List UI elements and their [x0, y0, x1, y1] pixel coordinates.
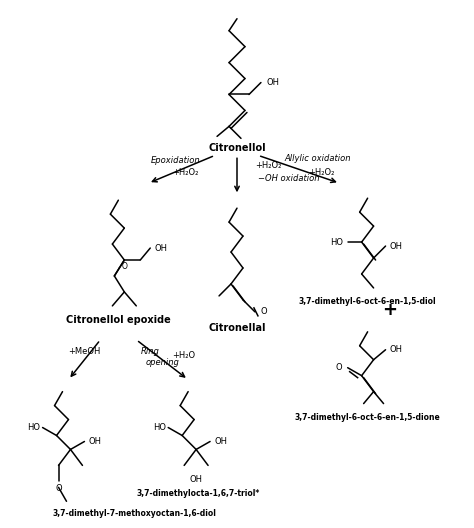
- Text: 3,7-dimethyl-6-oct-6-en-1,5-diol: 3,7-dimethyl-6-oct-6-en-1,5-diol: [299, 297, 437, 306]
- Text: O: O: [55, 484, 62, 493]
- Text: 3,7-dimethyl-6-oct-6-en-1,5-dione: 3,7-dimethyl-6-oct-6-en-1,5-dione: [295, 413, 440, 422]
- Text: −OH oxidation: −OH oxidation: [258, 174, 319, 183]
- Text: +MeOH: +MeOH: [69, 347, 101, 356]
- Text: OH: OH: [154, 243, 167, 252]
- Text: +H₂O₂: +H₂O₂: [309, 168, 335, 177]
- Text: OH: OH: [190, 475, 202, 484]
- Text: 3,7-dimethylocta-1,6,7-triol*: 3,7-dimethylocta-1,6,7-triol*: [137, 489, 260, 498]
- Text: 3,7-dimethyl-7-methoxyoctan-1,6-diol: 3,7-dimethyl-7-methoxyoctan-1,6-diol: [53, 509, 217, 518]
- Text: +H₂O₂: +H₂O₂: [255, 161, 282, 170]
- Text: Ring: Ring: [140, 347, 159, 356]
- Text: OH: OH: [267, 78, 280, 87]
- Text: Citronellol: Citronellol: [208, 143, 266, 153]
- Text: +H₂O: +H₂O: [172, 351, 195, 360]
- Text: O: O: [121, 262, 127, 271]
- Text: opening: opening: [145, 358, 179, 367]
- Text: HO: HO: [153, 423, 166, 432]
- Text: +: +: [382, 301, 397, 319]
- Text: O: O: [261, 307, 267, 316]
- Text: OH: OH: [89, 437, 101, 446]
- Text: HO: HO: [27, 423, 41, 432]
- Text: O: O: [335, 363, 342, 372]
- Text: Citronellal: Citronellal: [208, 323, 266, 333]
- Text: OH: OH: [390, 241, 402, 251]
- Text: HO: HO: [330, 238, 343, 247]
- Text: OH: OH: [390, 345, 402, 354]
- Text: Epoxidation: Epoxidation: [150, 156, 200, 165]
- Text: Allylic oxidation: Allylic oxidation: [284, 154, 351, 163]
- Text: +H₂O₂: +H₂O₂: [172, 168, 198, 177]
- Text: OH: OH: [214, 437, 227, 446]
- Text: Citronellol epoxide: Citronellol epoxide: [66, 315, 171, 325]
